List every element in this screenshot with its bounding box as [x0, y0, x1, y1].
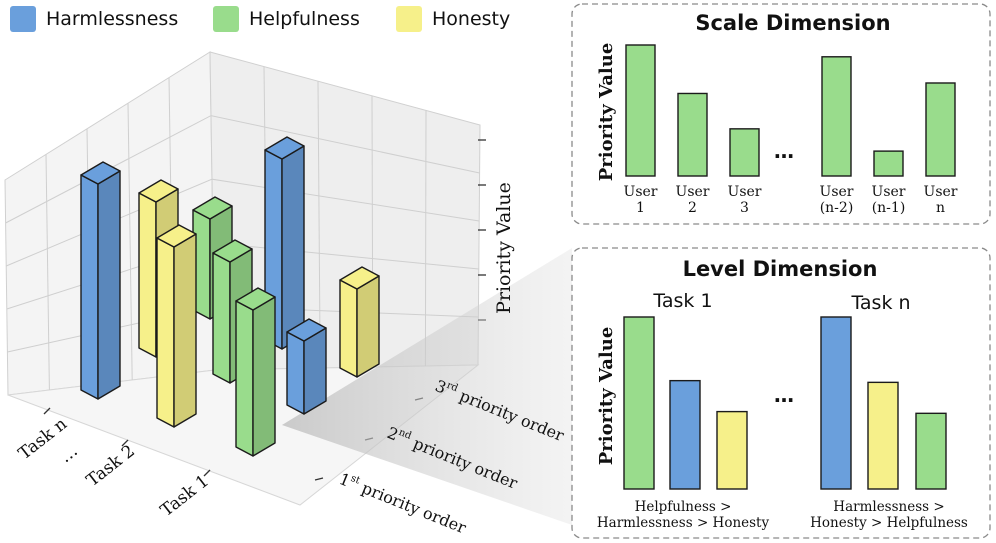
scale-bar-label-line1: User [676, 184, 710, 200]
level-bar-task1-helpfulness [623, 316, 655, 490]
level-taskn-caption-line1: Harmlessness > [833, 499, 944, 515]
priority-label-1-sup: st [349, 473, 362, 487]
scale-bar-label-line2: (n-2) [820, 200, 854, 216]
priority-label-1-rest: priority order [354, 476, 469, 537]
z-axis-label: Priority Value [493, 182, 515, 314]
scale-bar-label-line1: User [728, 184, 762, 200]
scale-panel: Scale Dimension Priority Value User1User… [571, 3, 991, 225]
scale-bar-label-line2: 1 [636, 200, 645, 216]
legend-label-honesty: Honesty [432, 8, 511, 30]
scale-bar-label-line2: (n-1) [872, 200, 906, 216]
scale-bar-user-1 [625, 44, 656, 177]
plot3d-bars [80, 136, 380, 457]
priority-label-2-sup: nd [397, 427, 414, 442]
level-panel-title: Level Dimension [683, 257, 878, 281]
legend-item-harmlessness: Harmlessness [10, 6, 178, 32]
task-axis-ticks [43, 407, 211, 477]
scale-panel-title: Scale Dimension [695, 11, 890, 35]
task-label-2: Task 2 [83, 441, 139, 491]
scale-bar-label-line2: 3 [740, 200, 749, 216]
legend-swatch-helpfulness [213, 6, 239, 32]
bar3d-honesty [339, 266, 380, 378]
scale-bar-user-4 [821, 56, 852, 177]
scale-bar-label-line1: User [872, 184, 906, 200]
scale-bar-label-line2: 2 [688, 200, 697, 216]
scale-bar-user-5 [873, 150, 904, 177]
level-bar-taskn-helpfulness [915, 412, 947, 490]
legend-item-honesty: Honesty [396, 6, 510, 32]
bar3d-harmlessness [80, 161, 121, 400]
level-bar-taskn-honesty [867, 381, 899, 490]
scale-bar-user-6 [925, 82, 956, 177]
task-label-1: Task 1 [157, 471, 213, 521]
task-label-ellipsis: … [56, 441, 82, 467]
level-taskn-label: Task n [850, 292, 910, 314]
scale-bar-label-line2: n [936, 200, 945, 216]
scale-bar-user-3 [729, 128, 760, 177]
level-bars [623, 316, 947, 490]
level-panel: Level Dimension Priority Value Task 1 Ta… [571, 247, 991, 539]
scale-panel-ylabel: Priority Value [596, 43, 617, 182]
level-ellipsis: … [774, 383, 794, 407]
level-task1-caption-line1: Helpfulness > [635, 499, 732, 515]
scale-bar-label-line1: User [624, 184, 658, 200]
level-bar-task1-harmlessness [669, 379, 701, 490]
legend-label-helpfulness: Helpfulness [249, 8, 360, 30]
bar3d-harmlessness [286, 318, 327, 415]
level-taskn-caption-line2: Honesty > Helpfulness [810, 515, 968, 531]
bar3d-honesty [156, 224, 197, 428]
level-bar-taskn-harmlessness [820, 316, 852, 490]
legend-swatch-honesty [396, 6, 422, 32]
level-task1-label: Task 1 [652, 290, 712, 312]
scale-bar-user-2 [677, 92, 708, 177]
legend-swatch-harmlessness [10, 6, 36, 32]
bar3d-harmlessness [264, 136, 305, 350]
bar3d-helpfulness [235, 287, 276, 457]
level-panel-ylabel: Priority Value [596, 327, 617, 466]
scale-bar-label-line1: User [924, 184, 958, 200]
projection-beam [282, 248, 572, 525]
priority-label-3-sup: rd [445, 380, 460, 395]
scale-ellipsis: … [774, 139, 794, 163]
legend-label-harmlessness: Harmlessness [46, 8, 179, 30]
legend-item-helpfulness: Helpfulness [213, 6, 360, 32]
level-task1-caption-line2: Harmlessness > Honesty [597, 515, 770, 531]
scale-bar-label-line1: User [820, 184, 854, 200]
level-bar-task1-honesty [716, 410, 748, 490]
